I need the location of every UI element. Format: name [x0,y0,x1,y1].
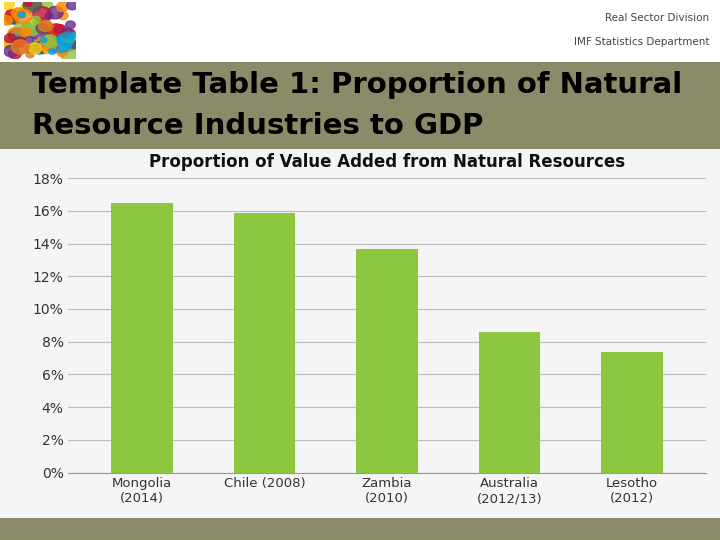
Circle shape [65,39,77,49]
Circle shape [65,29,75,38]
Circle shape [57,48,68,57]
Circle shape [40,45,51,53]
Circle shape [31,40,48,54]
Circle shape [23,0,42,12]
Circle shape [18,11,26,18]
Circle shape [32,16,40,23]
Circle shape [6,10,17,18]
Circle shape [32,37,41,45]
Circle shape [40,37,57,51]
Circle shape [53,38,71,52]
Text: IMF Statistics Department: IMF Statistics Department [574,37,709,47]
Circle shape [8,35,21,45]
Circle shape [40,38,47,43]
Circle shape [61,37,77,50]
Circle shape [9,49,22,59]
Bar [479,332,540,472]
Circle shape [24,22,40,36]
Circle shape [0,16,12,25]
Circle shape [61,28,73,37]
Circle shape [47,29,55,36]
Circle shape [67,1,78,10]
Circle shape [39,21,53,31]
Circle shape [35,42,48,53]
Circle shape [12,19,19,24]
Circle shape [4,38,16,48]
Circle shape [52,46,60,53]
Circle shape [8,28,22,39]
Circle shape [13,37,25,48]
Title: Proportion of Value Added from Natural Resources: Proportion of Value Added from Natural R… [149,153,625,171]
Circle shape [28,43,42,54]
Bar [112,202,173,472]
Circle shape [58,12,68,19]
Circle shape [29,25,47,39]
Circle shape [42,35,58,48]
Circle shape [8,40,21,51]
Circle shape [57,33,74,47]
Circle shape [14,22,32,36]
Text: Resource Industries to GDP: Resource Industries to GDP [32,112,484,140]
Circle shape [12,8,24,18]
Circle shape [26,52,34,58]
Circle shape [48,49,55,54]
Circle shape [21,28,31,36]
Circle shape [14,9,32,24]
Text: Real Sector Division: Real Sector Division [605,12,709,23]
Circle shape [37,37,45,43]
Circle shape [54,24,66,34]
Circle shape [63,35,68,39]
Circle shape [45,33,56,43]
Circle shape [66,21,75,29]
Circle shape [4,33,16,43]
Circle shape [36,23,48,33]
Circle shape [4,45,19,57]
Circle shape [57,2,68,11]
Circle shape [16,44,27,53]
Circle shape [2,39,12,47]
Circle shape [45,39,56,48]
Circle shape [24,36,34,44]
Bar [601,352,662,472]
Circle shape [22,22,31,29]
Circle shape [9,29,27,44]
Circle shape [5,14,18,24]
Circle shape [64,40,77,51]
Circle shape [48,6,63,19]
Circle shape [26,0,42,10]
Circle shape [1,0,14,9]
Bar [356,248,418,472]
Bar [234,213,295,472]
Circle shape [4,10,16,19]
Circle shape [43,46,51,53]
Circle shape [47,24,65,38]
Circle shape [35,18,50,31]
Circle shape [61,49,78,63]
Circle shape [50,30,62,39]
Text: Template Table 1: Proportion of Natural: Template Table 1: Proportion of Natural [32,71,683,99]
Circle shape [60,36,71,44]
Circle shape [26,45,36,53]
Circle shape [45,13,53,19]
Circle shape [40,46,46,52]
Circle shape [58,47,68,55]
Circle shape [68,32,76,39]
Circle shape [32,6,51,22]
Circle shape [24,1,32,6]
Circle shape [11,28,26,40]
Circle shape [21,4,30,11]
Circle shape [62,31,76,43]
Circle shape [12,40,30,54]
Circle shape [54,36,63,42]
Circle shape [42,2,53,10]
